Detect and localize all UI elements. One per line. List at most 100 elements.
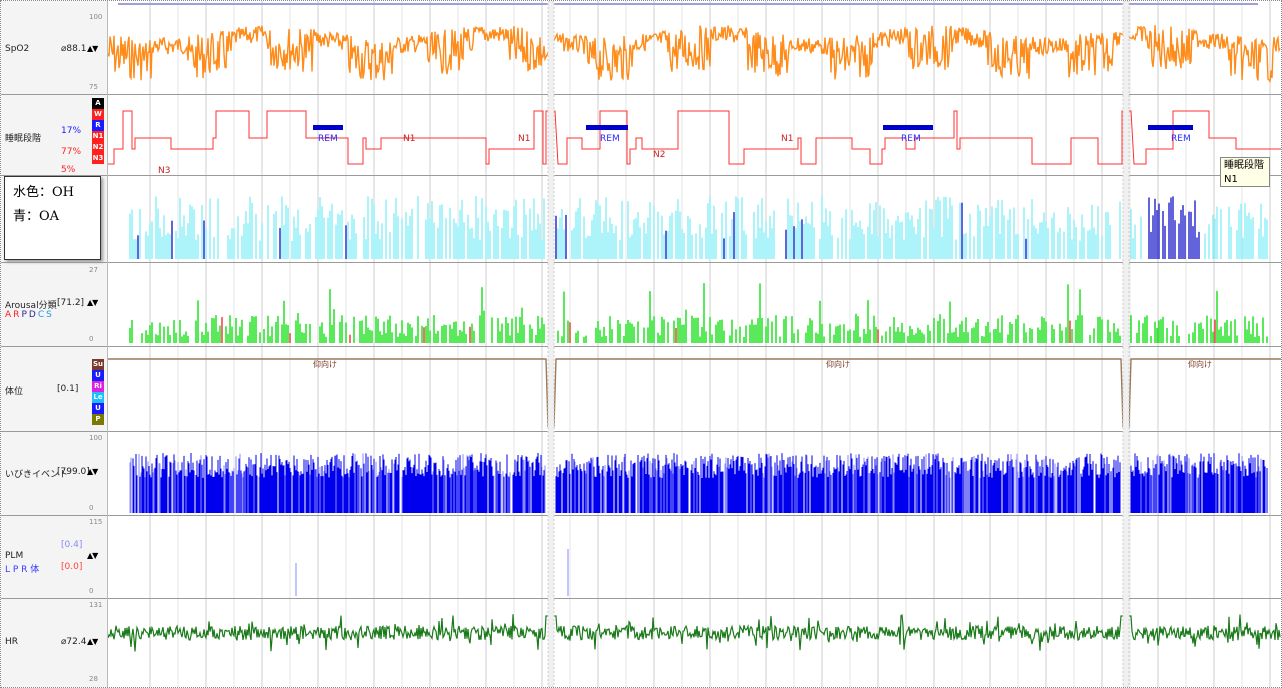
stage-code-r: R [92, 120, 104, 131]
spo2-line [108, 25, 1281, 84]
arousal-type-list: ARPDCS [5, 310, 54, 320]
position-code-list: Su U Ri Le U P [92, 359, 104, 425]
channel-count: [71.2] [57, 298, 85, 308]
plm-value-top: [0.4] [61, 540, 83, 550]
spo2-trace [108, 25, 1281, 84]
hypnogram-line [108, 110, 1281, 165]
scale-max: 27 [89, 266, 98, 274]
channel-label-column: SpO2 ⌀88.1 100 75 ▲▼ 睡眠段階 17% 77% 5% A W… [1, 1, 108, 687]
arousal-type-p: P [21, 310, 29, 320]
legend-oh: 水色：OH [13, 185, 74, 200]
position-code-prone: P [92, 414, 104, 425]
event-color-legend: 水色：OH 青：OA [4, 176, 101, 260]
stage-code-n2: N2 [92, 142, 104, 153]
scale-up-down-arrows[interactable]: ▲▼ [87, 551, 98, 560]
stage-code-a: A [92, 98, 104, 109]
position-label: 仰向け [313, 359, 337, 369]
arousal-type-r: R [13, 310, 22, 320]
sleep-stage-label: N1 [518, 134, 530, 144]
channel-plm[interactable]: PLM [0.4] [0.0] L P R 体 ▲▼ 115 0 [1, 516, 107, 599]
rem-bar [1148, 125, 1193, 130]
recording-gap [1122, 1, 1130, 687]
pct-n1: 77% [61, 147, 82, 157]
channel-average: ⌀72.4 [61, 637, 87, 647]
plm-sub-labels: L P R 体 [5, 565, 40, 575]
position-code-supine: Su [92, 359, 104, 370]
time-gridlines [118, 1, 1271, 687]
recording-gap [547, 1, 555, 687]
channel-count: [799.0] [57, 467, 90, 477]
rem-bar [883, 125, 933, 130]
sleep-stage-code-list: A W R N1 N2 N3 [92, 98, 104, 164]
sleep-stage-label: N3 [158, 166, 170, 176]
channel-arousal[interactable]: Arousal分類 [71.2] ▲▼ 27 0 ARPDCS [1, 263, 107, 347]
hr-line [108, 614, 1281, 652]
sleep-stage-hypnogram: N3 REM N1 N1 REM N2 N1 REM REM [108, 110, 1281, 176]
hover-tooltip: 睡眠段階 N1 [1220, 157, 1270, 187]
arousal-bars [129, 283, 1268, 343]
channel-name: HR [5, 637, 19, 647]
channel-name: 体位 [5, 387, 24, 397]
sleep-stage-label: REM [318, 134, 338, 144]
scale-up-down-arrows[interactable]: ▲▼ [87, 467, 98, 476]
sleep-stage-label: N1 [403, 134, 415, 144]
position-code-right: Ri [92, 381, 104, 392]
position-code-upright-2: U [92, 403, 104, 414]
tooltip-value: N1 [1224, 174, 1238, 185]
snore-event-bars [129, 453, 1268, 513]
body-position-trace: 仰向け 仰向け 仰向け [108, 358, 1281, 427]
scale-min: 0 [89, 504, 94, 512]
scale-up-down-arrows[interactable]: ▲▼ [87, 298, 98, 307]
channel-spo2[interactable]: SpO2 ⌀88.1 100 75 ▲▼ [1, 1, 107, 95]
channel-sleep-stage[interactable]: 睡眠段階 17% 77% 5% A W R N1 N2 N3 [1, 95, 107, 176]
scale-min: 0 [89, 335, 94, 343]
tooltip-title: 睡眠段階 [1224, 160, 1264, 171]
scale-max: 100 [89, 434, 103, 442]
heart-rate-trace [108, 614, 1281, 652]
channel-body-position[interactable]: 体位 [0.1] Su U Ri Le U P [1, 347, 107, 432]
recording-gap-markers [547, 1, 1130, 687]
position-code-left: Le [92, 392, 104, 403]
plm-marks [295, 549, 569, 596]
stage-code-n3: N3 [92, 153, 104, 164]
channel-name: Arousal分類 [5, 301, 57, 311]
stage-code-w: W [92, 109, 104, 120]
arousal-type-d: D [28, 310, 38, 320]
channel-name: いびきイベント [5, 470, 69, 480]
channel-snore-events[interactable]: いびきイベント [799.0] ▲▼ 100 0 [1, 432, 107, 516]
scale-min: 75 [89, 83, 98, 91]
arousal-type-s: S [46, 310, 54, 320]
stage-code-n1: N1 [92, 131, 104, 142]
scale-max: 131 [89, 601, 103, 609]
pct-rem: 17% [61, 126, 82, 136]
scale-min: 0 [89, 587, 94, 595]
scale-max: 115 [89, 518, 103, 526]
rem-bar [313, 125, 343, 130]
legend-oa: 青：OA [13, 209, 60, 224]
position-line [108, 358, 1281, 427]
sleep-stage-label: N1 [781, 134, 793, 144]
sleep-stage-label: N2 [653, 150, 665, 160]
rem-bar [586, 125, 628, 130]
channel-average: ⌀88.1 [61, 44, 87, 54]
plm-value-bottom: [0.0] [61, 562, 83, 572]
scale-max: 100 [89, 13, 103, 21]
scale-up-down-arrows[interactable]: ▲▼ [87, 637, 98, 646]
arousal-type-a: A [5, 310, 14, 320]
position-code-upright: U [92, 370, 104, 381]
sleep-stage-label: REM [1171, 134, 1191, 144]
scale-min: 28 [89, 675, 98, 683]
pct-n2: 5% [61, 165, 76, 175]
respiratory-event-bars [129, 196, 1268, 259]
channel-value: [0.1] [57, 384, 79, 394]
scale-up-down-arrows[interactable]: ▲▼ [87, 44, 98, 53]
channel-respiratory-events[interactable] [1, 176, 107, 263]
signal-plot-area[interactable]: N3 REM N1 N1 REM N2 N1 REM REM 仰向け 仰向け 仰向け [108, 1, 1281, 687]
sleep-stage-label: REM [600, 134, 620, 144]
channel-dividers [108, 94, 1281, 599]
channel-name: 睡眠段階 [5, 134, 42, 144]
channel-name: SpO2 [5, 44, 30, 54]
channel-heart-rate[interactable]: HR ⌀72.4 ▲▼ 131 28 [1, 599, 107, 687]
position-label: 仰向け [1188, 359, 1212, 369]
